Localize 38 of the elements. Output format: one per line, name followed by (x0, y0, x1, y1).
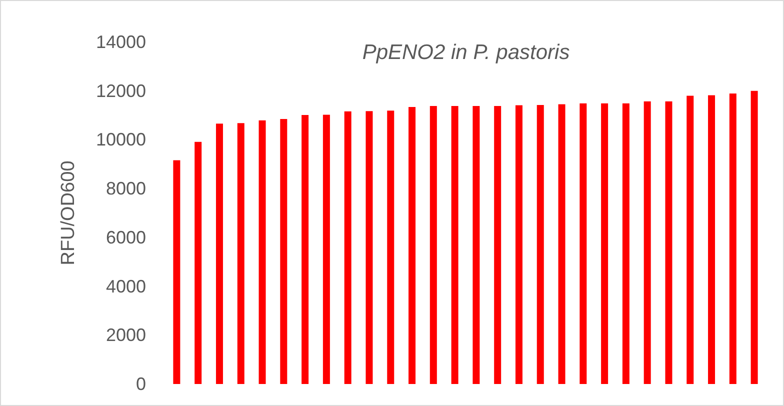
bar (302, 115, 309, 384)
bar (366, 111, 373, 384)
bar (322, 114, 330, 384)
y-tick-label: 8000 (106, 178, 146, 199)
bar (708, 95, 716, 384)
bar (580, 103, 587, 384)
bar (280, 118, 288, 384)
bar (408, 106, 416, 384)
y-tick-label: 2000 (106, 325, 146, 346)
y-tick-label: 6000 (106, 227, 146, 248)
y-tick-label: 14000 (96, 32, 146, 52)
bar (173, 160, 180, 384)
y-tick-label: 10000 (96, 130, 146, 150)
y-tick-label: 4000 (106, 276, 146, 296)
y-tick-label: 12000 (96, 80, 146, 101)
bar (472, 106, 480, 384)
bar (451, 106, 458, 384)
bar (601, 103, 608, 384)
bar (344, 111, 352, 384)
bar (387, 110, 394, 384)
bar (194, 142, 202, 384)
bar (536, 105, 544, 384)
bar (750, 90, 758, 384)
chart-title: PpENO2 in P. pastoris (362, 41, 570, 64)
bar (729, 94, 736, 384)
bar (237, 123, 244, 384)
bar (515, 105, 522, 384)
bar (494, 106, 502, 384)
y-tick-label: 0 (136, 374, 146, 394)
bar (644, 101, 651, 384)
bar (665, 101, 672, 384)
bar (258, 120, 266, 384)
bar (686, 96, 694, 384)
y-axis-title: RFU/OD600 (58, 160, 79, 266)
bar (622, 103, 630, 384)
bar (216, 124, 223, 384)
bar (558, 104, 566, 384)
bar (430, 106, 437, 384)
